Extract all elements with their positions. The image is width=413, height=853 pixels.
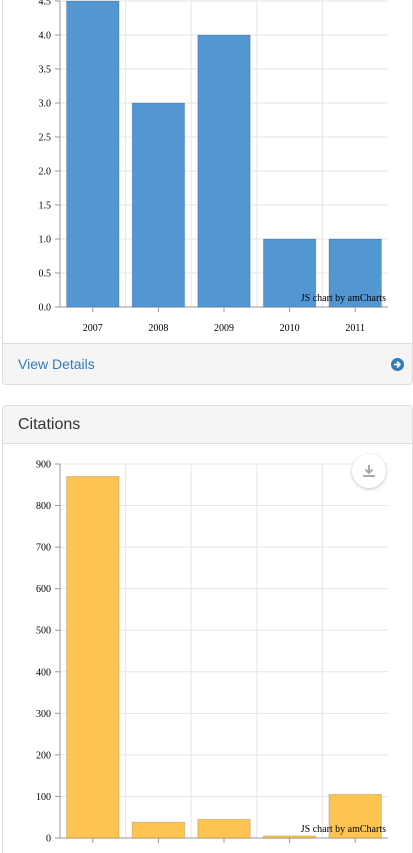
arrow-circle-right-icon[interactable] — [391, 358, 404, 371]
x-tick-label: 2008 — [148, 323, 168, 334]
y-tick-label: 1.0 — [39, 235, 52, 246]
x-tick-label: 2010 — [280, 323, 300, 334]
y-tick-label: 4.0 — [39, 31, 52, 42]
bar — [197, 34, 251, 308]
panel-title: Citations — [18, 416, 81, 433]
amcharts-credit: JS chart by amCharts — [301, 293, 386, 304]
publications-bar-chart: 0.0 0.5 1.0 1.5 2.0 2.5 3.0 3.5 4.0 4.5 2007 2008 20… — [39, 0, 388, 334]
bar — [131, 821, 186, 839]
bar — [262, 835, 317, 839]
panel-footer[interactable]: View Details — [3, 343, 412, 384]
x-tick-label: 2007 — [83, 323, 103, 334]
bar — [66, 0, 120, 308]
x-tick-label: 2011 — [345, 323, 365, 334]
bar — [66, 475, 120, 839]
y-tick-label: 0.5 — [39, 269, 52, 280]
y-tick-label: 0.0 — [39, 303, 52, 314]
amcharts-credit: JS chart by amCharts — [301, 824, 386, 835]
y-tick-label: 3.5 — [39, 65, 52, 76]
y-tick-label: 600 — [36, 584, 51, 595]
chart-export-button[interactable] — [352, 454, 386, 488]
bar — [131, 102, 186, 308]
bar — [328, 238, 382, 308]
x-tick-label: 2009 — [214, 323, 234, 334]
y-tick-label: 2.5 — [39, 133, 52, 144]
y-tick-label: 0 — [46, 834, 51, 845]
bar — [328, 793, 382, 839]
y-tick-label: 200 — [36, 750, 51, 761]
y-tick-label: 400 — [36, 667, 51, 678]
download-icon — [363, 465, 375, 477]
y-tick-label: 500 — [36, 626, 51, 637]
y-tick-label: 4.5 — [39, 0, 52, 8]
bar — [197, 818, 251, 839]
y-tick-label: 800 — [36, 501, 51, 512]
view-details-link[interactable]: View Details — [18, 356, 95, 372]
y-tick-label: 300 — [36, 709, 51, 720]
y-tick-label: 700 — [36, 543, 51, 554]
y-tick-label: 2.0 — [39, 167, 52, 178]
y-tick-label: 1.5 — [39, 201, 52, 212]
y-tick-label: 100 — [36, 792, 51, 803]
panel-heading: Citations — [3, 406, 412, 444]
bar — [262, 238, 317, 308]
y-tick-label: 3.0 — [39, 99, 52, 110]
y-tick-label: 900 — [36, 460, 51, 471]
